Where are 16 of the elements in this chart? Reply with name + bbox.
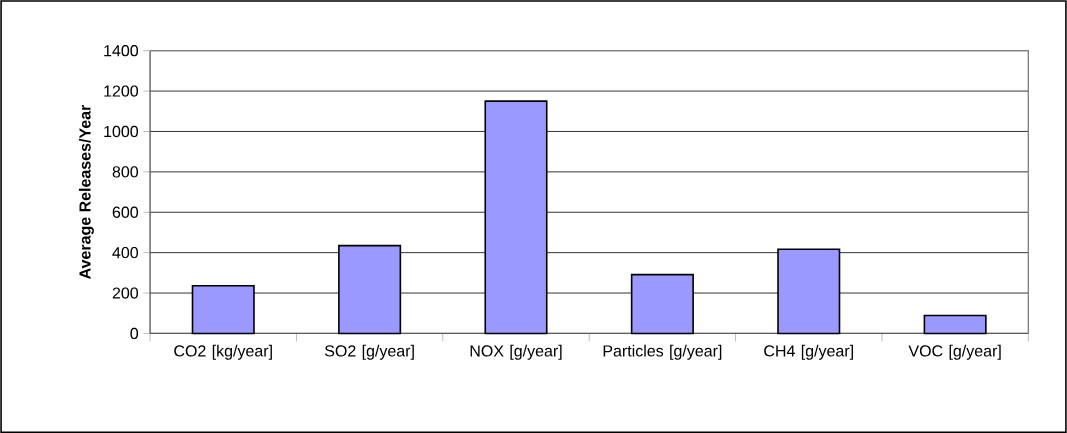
y-tick-label: 800 (112, 165, 139, 178)
x-tick-label: CO2 [kg/year] (174, 344, 272, 360)
y-tick-label: 0 (130, 327, 139, 339)
x-tick-label: VOC [g/year] (908, 344, 1001, 360)
y-tick-label: 1400 (104, 44, 139, 57)
bar (923, 314, 987, 334)
y-tick-label: 1000 (104, 125, 139, 137)
x-tick-label: Particles [g/year] (603, 344, 722, 360)
y-axis-title: Average Releases/Year (78, 104, 94, 279)
x-tick-label: CH4 [g/year] (764, 344, 853, 360)
y-tick-label: 400 (112, 246, 139, 259)
y-tick-label: 1200 (104, 85, 139, 97)
y-tick-label: 200 (112, 287, 139, 299)
x-tick-label: NOX [g/year] (470, 344, 562, 360)
x-tick-label: SO2 [g/year] (324, 344, 414, 360)
y-tick-label: 600 (112, 206, 139, 218)
